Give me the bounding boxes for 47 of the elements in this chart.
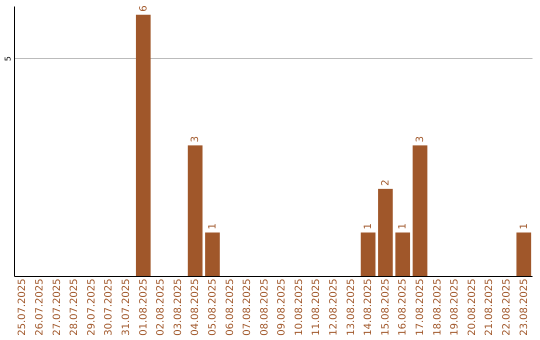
x-tick-label: 22.08.2025 — [501, 278, 512, 336]
bar — [188, 145, 203, 276]
x-tick-label: 29.07.2025 — [86, 278, 98, 336]
x-tick-label: 03.08.2025 — [172, 278, 184, 336]
x-tick-label: 23.08.2025 — [518, 278, 530, 336]
x-tick-label: 21.08.2025 — [484, 278, 496, 336]
bar — [360, 232, 376, 276]
x-tick-label: 30.07.2025 — [104, 278, 115, 336]
x-tick-label: 25.07.2025 — [17, 278, 28, 336]
x-tick-label: 26.07.2025 — [34, 278, 46, 336]
x-tick-label: 27.07.2025 — [52, 278, 63, 336]
x-tick-label: 13.08.2025 — [346, 278, 357, 336]
x-tick-label: 05.08.2025 — [207, 278, 218, 336]
x-tick-label: 09.08.2025 — [276, 278, 288, 336]
x-tick-label: 17.08.2025 — [415, 278, 426, 336]
data-label: 2 — [380, 180, 392, 186]
x-tick-label: 14.08.2025 — [363, 278, 374, 336]
data-label: 1 — [207, 223, 218, 230]
x-tick-label: 02.08.2025 — [156, 278, 167, 336]
x-tick-label: 04.08.2025 — [190, 278, 202, 336]
data-label: 1 — [398, 223, 409, 230]
x-tick-label: 11.08.2025 — [311, 278, 322, 336]
bar — [395, 232, 410, 276]
x-tick-label: 20.08.2025 — [466, 278, 478, 336]
x-tick-label: 08.08.2025 — [259, 278, 270, 336]
bar — [412, 145, 428, 276]
bar — [378, 188, 393, 276]
bar — [516, 232, 532, 276]
x-tick-label: 12.08.2025 — [328, 278, 340, 336]
data-label: 6 — [138, 5, 150, 12]
x-tick-label: 15.08.2025 — [380, 278, 392, 336]
x-tick-label: 28.07.2025 — [69, 278, 80, 336]
data-label: 3 — [415, 136, 426, 142]
data-label: 1 — [518, 223, 530, 230]
data-label: 1 — [363, 223, 374, 230]
x-tick-label: 07.08.2025 — [242, 278, 254, 336]
data-label: 3 — [190, 136, 202, 142]
x-tick-label: 01.08.2025 — [138, 278, 150, 336]
x-tick-label: 06.08.2025 — [224, 278, 236, 336]
x-tick-label: 10.08.2025 — [294, 278, 305, 336]
x-tick-label: 16.08.2025 — [398, 278, 409, 336]
bar — [136, 14, 151, 276]
x-tick-label: 31.07.2025 — [120, 278, 132, 336]
y-tick-label: 5 — [4, 56, 12, 62]
x-tick-label: 19.08.2025 — [450, 278, 461, 336]
bar — [205, 232, 220, 276]
x-tick-label: 18.08.2025 — [432, 278, 444, 336]
